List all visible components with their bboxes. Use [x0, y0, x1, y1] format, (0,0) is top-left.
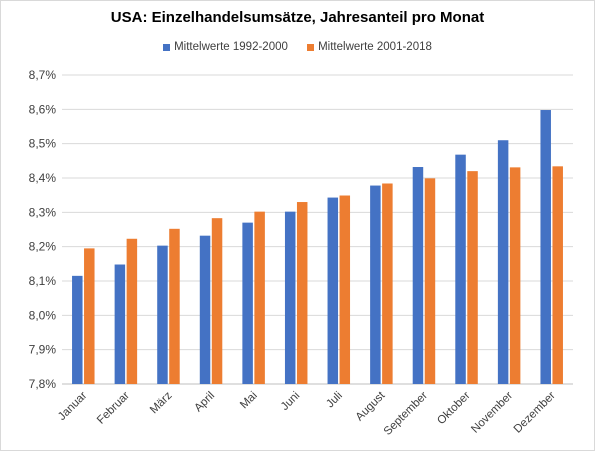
y-tick-label: 8,7% — [29, 68, 57, 82]
legend-label-series-1: Mittelwerte 1992-2000 — [174, 41, 288, 53]
bar-series-2 — [84, 248, 95, 384]
x-tick-label: Mai — [238, 390, 260, 412]
x-tick-label: September — [382, 390, 430, 438]
x-tick-label: Januar — [56, 390, 89, 423]
y-tick-label: 8,1% — [29, 274, 57, 288]
bar-series-1 — [199, 235, 211, 384]
bar-series-1 — [284, 211, 296, 384]
bar-series-1 — [370, 185, 381, 384]
bar-series-2 — [339, 195, 351, 384]
y-tick-label: 8,0% — [29, 308, 57, 322]
bar-series-2 — [211, 218, 223, 384]
legend-swatch-series-2 — [307, 43, 315, 51]
bar-series-2 — [424, 178, 436, 384]
y-tick-label: 8,2% — [29, 240, 57, 254]
y-tick-label: 8,4% — [29, 171, 57, 185]
bar-series-2 — [382, 183, 393, 384]
bar-series-2 — [509, 167, 521, 384]
bar-series-1 — [242, 222, 253, 384]
y-tick-label: 7,8% — [29, 377, 57, 391]
bar-series-1 — [540, 110, 551, 385]
x-tick-label: April — [192, 390, 217, 415]
bar-series-1 — [412, 167, 424, 384]
bar-series-2 — [126, 238, 138, 384]
bar-series-1 — [157, 245, 168, 384]
x-tick-label: Februar — [95, 390, 132, 427]
legend-swatch-series-1 — [163, 43, 171, 51]
y-tick-label: 8,6% — [29, 102, 57, 116]
chart-legend: Mittelwerte 1992-2000 Mittelwerte 2001-2… — [0, 41, 595, 54]
legend-label-series-2: Mittelwerte 2001-2018 — [318, 41, 432, 53]
x-tick-label: Juli — [324, 390, 345, 411]
bar-series-2 — [296, 202, 308, 384]
x-tick-label: Juni — [279, 390, 302, 413]
y-tick-label: 7,9% — [29, 343, 57, 357]
y-tick-label: 8,3% — [29, 205, 57, 219]
bar-series-1 — [72, 275, 83, 384]
x-tick-label: März — [148, 389, 175, 416]
bar-series-1 — [327, 197, 339, 384]
bar-series-2 — [254, 211, 265, 384]
bar-series-2 — [169, 228, 180, 384]
y-tick-label: 8,5% — [29, 137, 57, 151]
bar-series-2 — [552, 166, 563, 384]
legend-item-series-2: Mittelwerte 2001-2018 — [307, 41, 432, 53]
bar-series-1 — [114, 264, 126, 384]
bar-series-1 — [455, 154, 466, 384]
legend-item-series-1: Mittelwerte 1992-2000 — [163, 41, 288, 53]
x-tick-label: Oktober — [435, 390, 473, 428]
bar-series-2 — [467, 171, 478, 384]
chart-title: USA: Einzelhandelsumsätze, Jahresanteil … — [110, 9, 485, 26]
x-tick-label: Dezember — [512, 390, 558, 436]
x-tick-label: August — [354, 389, 388, 423]
x-tick-label: November — [469, 390, 515, 436]
bar-series-1 — [497, 140, 509, 384]
